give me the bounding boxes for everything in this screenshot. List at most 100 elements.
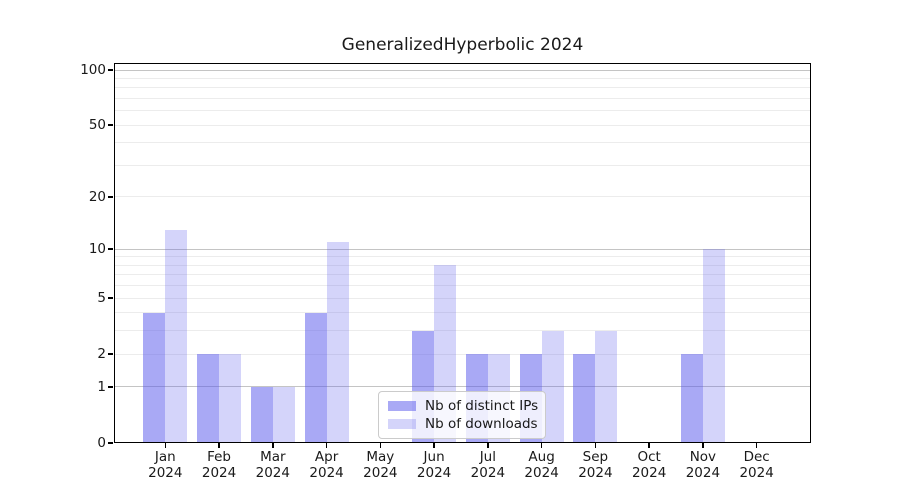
x-tick-year: 2024 xyxy=(578,464,613,481)
x-tick-month: Dec xyxy=(743,449,770,465)
x-tick-mark xyxy=(487,443,489,448)
x-tick-label: Jun 2024 xyxy=(404,449,464,481)
x-tick-year: 2024 xyxy=(631,464,667,481)
x-tick-label: Jul 2024 xyxy=(458,449,518,481)
minor-gridline xyxy=(114,77,811,79)
x-tick-month: Oct xyxy=(637,449,661,465)
y-tick-label: 100 xyxy=(80,62,106,78)
x-tick-year: 2024 xyxy=(201,464,237,481)
bar-downloads xyxy=(219,354,242,443)
plot-area xyxy=(108,63,811,448)
legend-swatch-downloads xyxy=(388,419,416,429)
minor-gridline xyxy=(114,124,811,126)
bar-distinct-ips xyxy=(250,386,273,443)
y-tick-label: 5 xyxy=(97,290,106,307)
y-tick-mark xyxy=(108,248,113,250)
x-tick-month: Jan xyxy=(154,449,176,465)
x-tick-year: 2024 xyxy=(148,464,183,481)
minor-gridline xyxy=(114,87,811,89)
minor-gridline xyxy=(114,285,811,287)
x-tick-label: Nov 2024 xyxy=(673,449,733,481)
x-tick-month: Feb xyxy=(207,449,231,465)
x-tick-label: Sep 2024 xyxy=(565,449,625,481)
bar-downloads xyxy=(326,242,349,443)
minor-gridline xyxy=(114,256,811,258)
x-tick-label: Mar 2024 xyxy=(243,449,303,481)
bar-distinct-ips xyxy=(143,312,166,443)
minor-gridline xyxy=(114,97,811,99)
y-tick-label: 50 xyxy=(88,117,106,134)
x-tick-month: Nov xyxy=(689,449,717,465)
x-tick-year: 2024 xyxy=(309,464,344,481)
x-tick-mark xyxy=(702,443,704,448)
y-tick-label: 0 xyxy=(97,435,106,451)
bar-distinct-ips xyxy=(197,354,220,443)
bar-distinct-ips xyxy=(573,354,596,443)
x-tick-mark xyxy=(755,443,758,448)
x-tick-mark xyxy=(540,443,543,448)
x-tick-label: Feb 2024 xyxy=(189,449,249,481)
minor-gridline xyxy=(114,142,811,144)
bar-downloads xyxy=(595,330,618,443)
x-tick-mark xyxy=(594,443,597,448)
bar-downloads xyxy=(702,249,725,443)
x-tick-year: 2024 xyxy=(685,464,721,481)
x-tick-month: Jul xyxy=(479,449,496,465)
major-gridline xyxy=(114,248,811,250)
x-tick-month: Aug xyxy=(528,449,555,465)
x-tick-label: Oct 2024 xyxy=(619,449,679,481)
minor-gridline xyxy=(114,330,811,332)
y-tick-mark xyxy=(108,69,113,71)
legend-label: Nb of downloads xyxy=(425,416,538,432)
x-tick-month: Mar xyxy=(260,449,286,465)
bar-downloads xyxy=(272,386,295,443)
x-tick-year: 2024 xyxy=(524,464,559,481)
x-tick-mark xyxy=(272,443,274,448)
y-tick-mark xyxy=(108,196,113,198)
x-tick-year: 2024 xyxy=(416,464,452,481)
x-tick-mark xyxy=(433,443,435,448)
bar-downloads xyxy=(165,229,188,443)
minor-gridline xyxy=(114,110,811,112)
y-tick-label: 10 xyxy=(88,241,106,258)
chart-title: GeneralizedHyperbolic 2024 xyxy=(341,35,584,55)
x-tick-label: Jan 2024 xyxy=(135,449,195,481)
x-tick-label: Apr 2024 xyxy=(297,449,357,481)
y-tick-mark xyxy=(108,297,113,299)
legend-entry: Nb of distinct IPs xyxy=(388,398,539,414)
legend: Nb of distinct IPs Nb of downloads xyxy=(378,391,546,439)
x-tick-mark xyxy=(325,443,328,448)
y-tick-label: 2 xyxy=(97,346,106,363)
x-tick-year: 2024 xyxy=(255,464,290,481)
bar-distinct-ips xyxy=(304,312,327,443)
bar-downloads xyxy=(541,330,564,443)
minor-gridline xyxy=(114,312,811,314)
x-tick-label: May 2024 xyxy=(350,449,410,481)
x-tick-year: 2024 xyxy=(363,464,398,481)
x-tick-year: 2024 xyxy=(470,464,506,481)
major-gridline xyxy=(114,386,811,388)
legend-label: Nb of distinct IPs xyxy=(425,398,539,414)
y-tick-mark xyxy=(108,386,113,388)
x-tick-month: Jun xyxy=(423,449,445,465)
x-tick-mark xyxy=(648,443,650,448)
y-tick-mark xyxy=(108,442,113,444)
minor-gridline xyxy=(114,274,811,276)
y-tick-label: 1 xyxy=(97,378,106,395)
x-tick-month: May xyxy=(366,449,395,465)
minor-gridline xyxy=(114,297,811,299)
legend-entry: Nb of downloads xyxy=(388,416,538,432)
x-tick-month: Apr xyxy=(314,449,339,465)
x-tick-label: Aug 2024 xyxy=(512,449,572,481)
y-tick-label: 20 xyxy=(88,188,106,205)
x-tick-mark xyxy=(218,443,220,448)
minor-gridline xyxy=(114,264,811,266)
major-gridline xyxy=(114,69,811,71)
bar-distinct-ips xyxy=(680,354,703,443)
legend-swatch-distinct-ips xyxy=(388,401,416,411)
y-tick-mark xyxy=(108,353,113,355)
minor-gridline xyxy=(114,164,811,166)
x-tick-year: 2024 xyxy=(739,464,774,481)
x-tick-mark xyxy=(164,443,167,448)
